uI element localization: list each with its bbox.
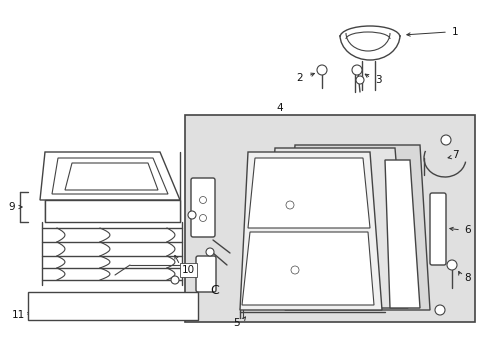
Text: 11: 11	[11, 310, 24, 320]
Text: 3: 3	[374, 75, 381, 85]
Text: 6: 6	[464, 225, 470, 235]
FancyBboxPatch shape	[196, 256, 216, 292]
Text: C: C	[210, 284, 219, 297]
Polygon shape	[285, 145, 429, 310]
Text: 2: 2	[296, 73, 303, 83]
Polygon shape	[40, 152, 180, 200]
Text: 4: 4	[276, 103, 283, 113]
Polygon shape	[242, 232, 373, 305]
Circle shape	[285, 201, 293, 209]
Text: 8: 8	[464, 273, 470, 283]
Bar	[28, 292, 198, 320]
Polygon shape	[384, 160, 419, 308]
Circle shape	[434, 305, 444, 315]
Text: 5: 5	[233, 318, 240, 328]
Circle shape	[351, 65, 361, 75]
Circle shape	[171, 276, 179, 284]
Circle shape	[440, 135, 450, 145]
Polygon shape	[45, 200, 180, 222]
Circle shape	[446, 260, 456, 270]
Text: 10: 10	[182, 265, 195, 275]
Polygon shape	[264, 148, 407, 308]
Circle shape	[316, 65, 326, 75]
Ellipse shape	[339, 9, 399, 61]
Circle shape	[290, 266, 298, 274]
Circle shape	[205, 248, 214, 256]
Circle shape	[187, 211, 196, 219]
Polygon shape	[240, 152, 381, 310]
Bar	[184, 115, 474, 322]
Text: 7: 7	[451, 150, 457, 160]
Circle shape	[355, 76, 363, 84]
Text: 9: 9	[9, 202, 15, 212]
Polygon shape	[247, 158, 369, 228]
FancyBboxPatch shape	[191, 178, 215, 237]
FancyBboxPatch shape	[429, 193, 445, 265]
Text: 1: 1	[451, 27, 457, 37]
